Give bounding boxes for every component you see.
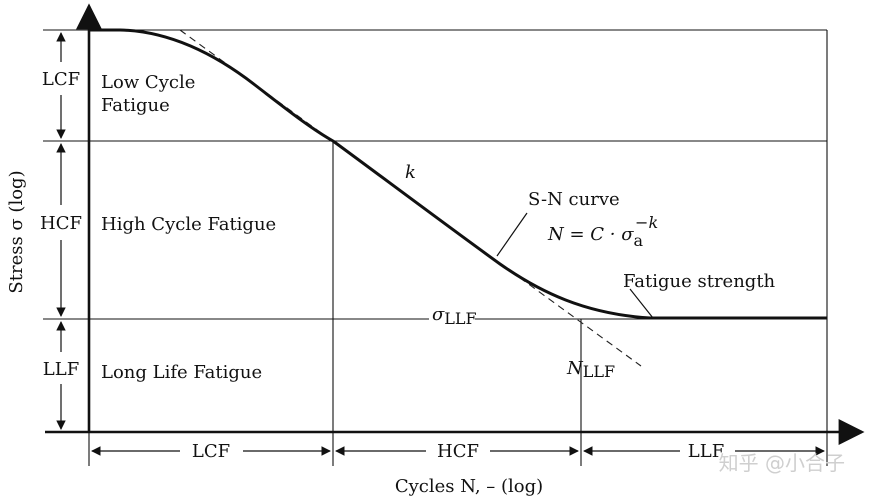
slope-label: k <box>405 162 416 183</box>
lcf-region-name-line1: Low Cycle <box>101 72 195 93</box>
lcf-region-name-line2: Fatigue <box>101 95 170 116</box>
x-region-lcf-abbr: LCF <box>192 441 230 462</box>
n-llf-sub: LLF <box>583 362 615 381</box>
sn-curve <box>89 28 827 320</box>
sigma-llf-label: σLLF <box>432 304 477 328</box>
equation-lhs: N = C · σ <box>547 224 634 245</box>
curve-leader-line <box>496 212 528 257</box>
curve-name-label: S-N curve <box>528 189 620 210</box>
equation-sup: −k <box>635 213 658 232</box>
x-region-llf-abbr: LLF <box>688 441 724 462</box>
hcf-region-name: High Cycle Fatigue <box>101 214 276 235</box>
y-region-lcf-abbr: LCF <box>42 69 80 90</box>
sigma-llf-base: σ <box>432 304 445 325</box>
axes <box>45 3 865 445</box>
y-region-llf-abbr: LLF <box>43 359 79 380</box>
sigma-llf-backdrop <box>429 304 475 328</box>
n-llf-label: NLLF <box>566 358 615 381</box>
y-axis-label: Stress σ (log) <box>6 170 27 293</box>
watermark-text: 知乎 @小合子 <box>719 451 845 475</box>
x-axis-label: Cycles N, – (log) <box>395 476 543 497</box>
curve-equation: N = C · σa−k <box>547 213 658 250</box>
llf-region-name: Long Life Fatigue <box>101 362 262 383</box>
fatigue-strength-label: Fatigue strength <box>623 271 776 292</box>
n-llf-base: N <box>566 358 584 379</box>
y-region-hcf-abbr: HCF <box>40 213 82 234</box>
sigma-llf-sub: LLF <box>444 309 476 328</box>
leader-lines <box>496 212 654 319</box>
equation-sub: a <box>634 231 644 250</box>
fatigue-strength-leader-line <box>629 288 654 319</box>
x-region-hcf-abbr: HCF <box>437 441 479 462</box>
